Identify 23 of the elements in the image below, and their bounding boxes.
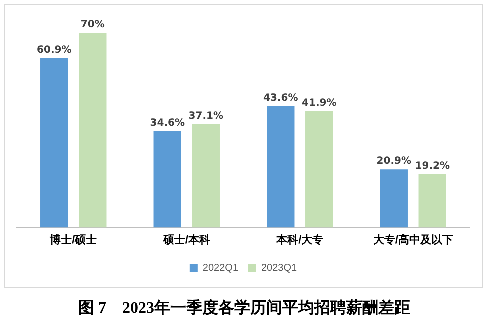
data-label: 37.1% [188,111,224,122]
data-label: 34.6% [150,118,185,130]
bar [40,58,68,228]
text: 图 7 2023年一季度各学历间平均招聘薪酬差距 [78,298,412,319]
data-label: 43.6% [264,93,298,104]
bar [79,33,107,228]
bar [267,106,295,228]
bar [192,124,220,228]
data-label: 41.9% [302,98,337,109]
bar [306,111,334,228]
data-label: 70% [80,20,105,31]
bar [418,174,446,228]
x-tick-label: 硕士/本科 [162,233,210,246]
data-label: 20.9% [376,156,412,168]
x-tick-label: 本科/大专 [276,233,324,246]
legend-label: 2022Q1 [202,262,239,274]
bar [154,132,182,228]
data-label: 60.9% [37,44,72,56]
x-tick-label: 大专/高中及以下 [373,233,454,246]
data-label: 19.2% [415,160,450,172]
bar [380,170,408,228]
x-tick-label: 博士/硕士 [49,233,98,246]
legend-label: 2023Q1 [262,262,298,274]
